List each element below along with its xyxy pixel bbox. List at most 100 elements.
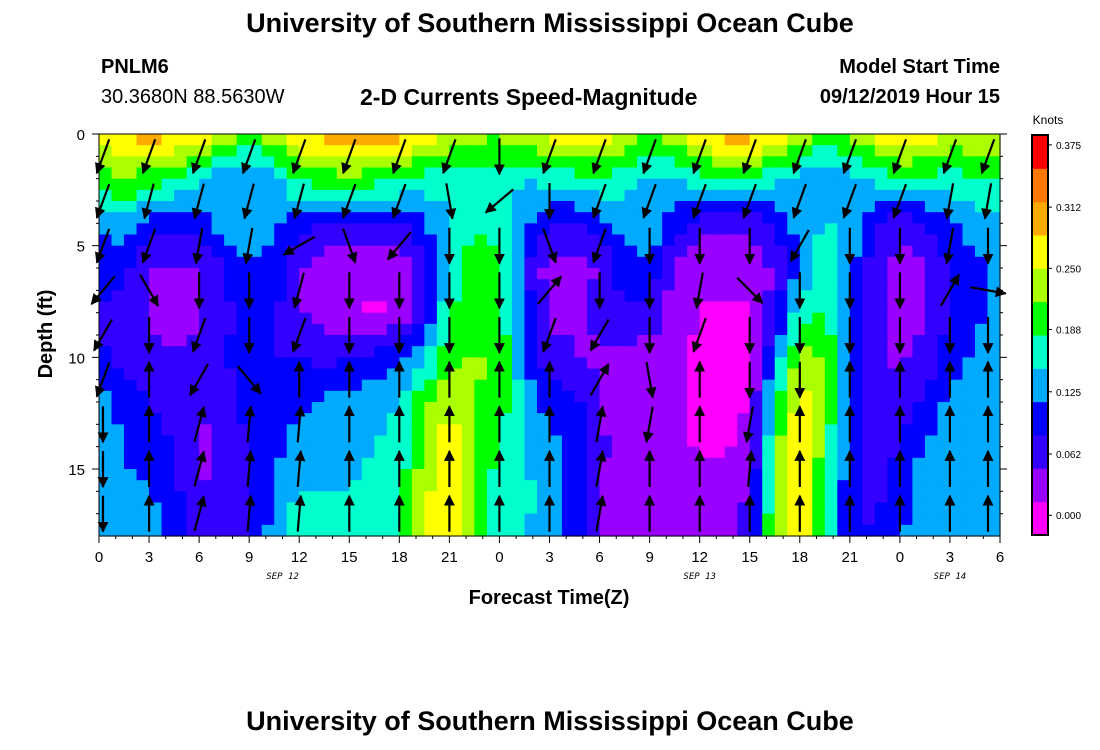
heatmap-cell (311, 524, 325, 537)
heatmap-cell (536, 402, 551, 414)
heatmap-cell (161, 189, 175, 202)
heatmap-cell (662, 524, 676, 537)
heatmap-cell (261, 480, 275, 492)
heatmap-cell (662, 245, 676, 258)
heatmap-cell (849, 312, 863, 325)
heatmap-cell (486, 346, 501, 358)
heatmap-cell (974, 323, 989, 336)
heatmap-cell (887, 346, 901, 358)
heatmap-cell (99, 223, 113, 236)
current-vector-arrow (191, 183, 205, 220)
heatmap-cell (562, 301, 576, 314)
heatmap-cell (912, 279, 926, 291)
heatmap-cell (286, 201, 300, 213)
heatmap-cell (949, 469, 964, 481)
heatmap-cell (449, 480, 463, 492)
heatmap-cell (186, 502, 200, 515)
heatmap-cell (424, 480, 438, 492)
heatmap-cell (286, 413, 300, 425)
heatmap-cell (374, 524, 388, 537)
heatmap-cell (624, 268, 638, 280)
heatmap-cell (912, 145, 926, 157)
heatmap-cell (837, 234, 851, 247)
heatmap-cell (124, 323, 138, 336)
heatmap-cell (949, 524, 964, 537)
heatmap-cell (174, 390, 188, 403)
heatmap-cell (174, 178, 188, 191)
heatmap-cell (599, 413, 613, 425)
heatmap-cell (486, 413, 501, 425)
heatmap-cell (687, 390, 701, 403)
heatmap-cell (562, 513, 576, 526)
heatmap-cell (874, 323, 888, 336)
heatmap-cell (486, 446, 501, 459)
heatmap-cell (574, 379, 588, 392)
heatmap-cell (161, 390, 175, 403)
heatmap-cell (299, 290, 313, 303)
heatmap-cell (962, 435, 976, 448)
heatmap-cell (599, 256, 613, 269)
heatmap-cell (136, 346, 150, 358)
y-tick-label: 5 (77, 239, 85, 256)
heatmap-cell (562, 390, 576, 403)
heatmap-cell (199, 346, 213, 358)
heatmap-cell (962, 390, 976, 403)
heatmap-cell (824, 491, 838, 504)
heatmap-cell (699, 502, 713, 515)
heatmap-cell (149, 323, 163, 336)
heatmap-cell (812, 335, 826, 347)
heatmap-cell (712, 446, 726, 459)
heatmap-cell (849, 513, 863, 526)
heatmap-cell (449, 502, 463, 515)
colorbar-swatch (1032, 368, 1048, 403)
heatmap-cell (524, 346, 538, 358)
heatmap-cell (136, 502, 150, 515)
heatmap-cell (749, 435, 763, 448)
heatmap-cell (474, 502, 488, 515)
heatmap-cell (461, 290, 476, 303)
heatmap-cell (899, 480, 913, 492)
heatmap-cell (974, 145, 989, 157)
heatmap-cell (149, 457, 163, 470)
heatmap-cell (737, 256, 751, 269)
heatmap-cell (587, 212, 601, 224)
heatmap-cell (699, 446, 713, 459)
heatmap-cell (824, 368, 838, 381)
heatmap-cell (587, 379, 601, 392)
heatmap-cell (124, 301, 138, 314)
heatmap-cell (161, 346, 175, 358)
heatmap-cell (937, 469, 951, 481)
heatmap-cell (824, 279, 838, 291)
heatmap-cell (837, 134, 851, 146)
heatmap-cell (924, 223, 939, 236)
heatmap-cell (336, 390, 350, 403)
heatmap-cell (887, 402, 901, 414)
heatmap-cell (461, 301, 476, 314)
heatmap-cell (899, 513, 913, 526)
heatmap-cell (762, 178, 776, 191)
heatmap-cell (887, 167, 901, 180)
heatmap-cell (587, 413, 601, 425)
heatmap-cell (824, 212, 838, 224)
heatmap-cell (762, 402, 776, 414)
colorbar-swatch (1032, 168, 1048, 203)
heatmap-cell (99, 212, 113, 224)
heatmap-cell (311, 223, 325, 236)
heatmap-cell (461, 178, 476, 191)
heatmap-cell (624, 379, 638, 392)
heatmap-cell (261, 301, 275, 314)
heatmap-cell (899, 323, 913, 336)
heatmap-cell (99, 446, 113, 459)
heatmap-cell (812, 524, 826, 537)
heatmap-cell (174, 156, 188, 169)
heatmap-cell (461, 245, 476, 258)
heatmap-cell (987, 390, 1001, 403)
heatmap-cell (436, 379, 450, 392)
heatmap-cell (612, 234, 626, 247)
heatmap-cell (974, 256, 989, 269)
heatmap-cell (912, 491, 926, 504)
heatmap-cell (637, 402, 651, 414)
heatmap-cell (436, 223, 450, 236)
heatmap-cell (224, 256, 238, 269)
heatmap-cell (612, 323, 626, 336)
